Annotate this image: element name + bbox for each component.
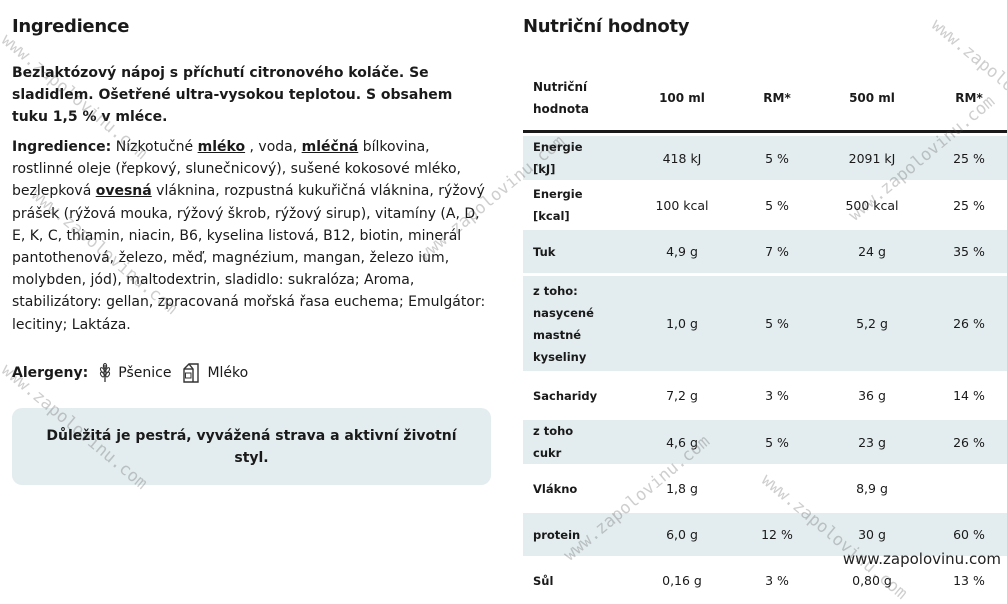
nutrient-value-cell: 14 %	[953, 388, 985, 403]
milk-carton-icon	[183, 363, 200, 383]
nutrient-value-cell: 418 kJ	[623, 136, 741, 180]
nutrient-value-cell: 60 %	[931, 513, 1007, 556]
nutrient-value-cell: 2091 kJ	[813, 136, 931, 180]
nutrient-name-cell: z toho: nasycené mastné kyseliny	[523, 276, 623, 371]
ingredients-title: Ingredience	[12, 16, 130, 37]
header-500ml: 500 ml	[813, 66, 931, 133]
nutrition-table: Nutriční hodnota 100 ml RM* 500 ml RM* E…	[523, 66, 1007, 602]
nutrient-value-cell: 5,2 g	[813, 276, 931, 371]
nutrient-value-cell: 26 %	[931, 276, 1007, 371]
nutrient-name-cell: Sacharidy	[533, 388, 598, 403]
allergen-wheat-label: Pšenice	[118, 365, 172, 381]
nutrient-value-cell: 25 %	[931, 136, 1007, 180]
nutrient-value-cell: 100 kcal	[655, 197, 709, 213]
nutrient-value-cell: 6,0 g	[623, 513, 741, 556]
header-rm-100: RM*	[741, 66, 813, 133]
wheat-icon	[100, 363, 111, 382]
header-rm-500: RM*	[931, 66, 1007, 133]
nutrition-title: Nutriční hodnoty	[523, 16, 690, 37]
nutrient-name-cell: z toho cukr	[523, 420, 623, 464]
table-row: protein 6,0 g 12 % 30 g 60 %	[523, 513, 1007, 556]
nutrient-name-cell: protein	[523, 513, 623, 556]
product-description: Bezlaktózový nápoj s příchutí citronovéh…	[12, 65, 453, 125]
table-row: Sacharidy 7,2 g 3 % 36 g 14 %	[523, 374, 1007, 417]
nutrient-value-cell: 5 %	[741, 420, 813, 464]
nutrient-value-cell: 25 %	[953, 197, 985, 213]
nutrient-value-cell: 8,9 g	[856, 481, 888, 496]
allergen-milk: Mléko	[181, 362, 248, 384]
table-row: Vlákno 1,8 g 8,9 g	[523, 467, 1007, 510]
nutrient-value-cell: 1,8 g	[666, 481, 698, 496]
diet-note: Důležitá je pestrá, vyvážená strava a ak…	[12, 408, 491, 485]
nutrient-value-cell: 30 g	[813, 513, 931, 556]
nutrient-value-cell: 26 %	[931, 420, 1007, 464]
nutrient-value-cell: 7,2 g	[666, 388, 698, 403]
nutrient-value-cell	[931, 467, 1007, 510]
allergens-row: Alergeny: Pšenice Mléko	[12, 362, 258, 384]
nutrient-value-cell: 12 %	[741, 513, 813, 556]
nutrient-value-cell: 4,9 g	[623, 230, 741, 273]
nutrient-name-cell: Tuk	[523, 230, 623, 273]
header-nutrient: Nutriční hodnota	[523, 66, 623, 133]
allergen-mlecna: mléčná	[301, 139, 359, 155]
nutrient-name-cell: Energie [kJ]	[523, 136, 623, 180]
nutrient-value-cell: 5 %	[741, 276, 813, 371]
nutrient-value-cell: 5 %	[765, 197, 789, 213]
nutrient-value-cell: 4,6 g	[623, 420, 741, 464]
ingredients-text: Ingredience: Nízkotučné mléko , voda, ml…	[12, 139, 486, 333]
nutrient-value-cell	[741, 467, 813, 510]
ingredients-label: Ingredience:	[12, 139, 112, 155]
nutrient-value-cell: 36 g	[858, 388, 886, 403]
allergen-wheat: Pšenice	[98, 363, 171, 383]
nutrient-value-cell: 3 %	[765, 388, 789, 403]
nutrient-value-cell: 500 kcal	[845, 197, 899, 213]
nutrient-value-cell: 7 %	[741, 230, 813, 273]
watermark-footer: www.zapolovinu.com	[842, 550, 1001, 568]
table-row: Energie [kJ] 418 kJ 5 % 2091 kJ 25 %	[523, 136, 1007, 180]
allergens-label: Alergeny:	[12, 365, 89, 381]
header-100ml: 100 ml	[623, 66, 741, 133]
table-row: Energie [kcal] 100 kcal 5 % 500 kcal 25 %	[523, 183, 1007, 227]
nutrient-value-cell: 1,0 g	[623, 276, 741, 371]
allergen-ovesna: ovesná	[95, 183, 152, 200]
table-header-row: Nutriční hodnota 100 ml RM* 500 ml RM*	[523, 66, 1007, 133]
diet-note-text: Důležitá je pestrá, vyvážená strava a ak…	[46, 427, 457, 466]
nutrient-name-cell: Energie [kcal]	[533, 187, 583, 223]
nutrient-value-cell: 23 g	[813, 420, 931, 464]
nutrient-value-cell: 5 %	[741, 136, 813, 180]
allergen-mleko: mléko	[197, 139, 246, 155]
nutrient-name-cell: Sůl	[533, 573, 554, 588]
nutrient-value-cell: 24 g	[813, 230, 931, 273]
nutrient-value-cell: 35 %	[931, 230, 1007, 273]
nutrient-name-cell: Vlákno	[533, 481, 578, 496]
allergen-milk-label: Mléko	[207, 365, 249, 381]
nutrient-value-cell: 0,16 g	[662, 573, 702, 588]
nutrient-value-cell: 3 %	[765, 573, 789, 588]
